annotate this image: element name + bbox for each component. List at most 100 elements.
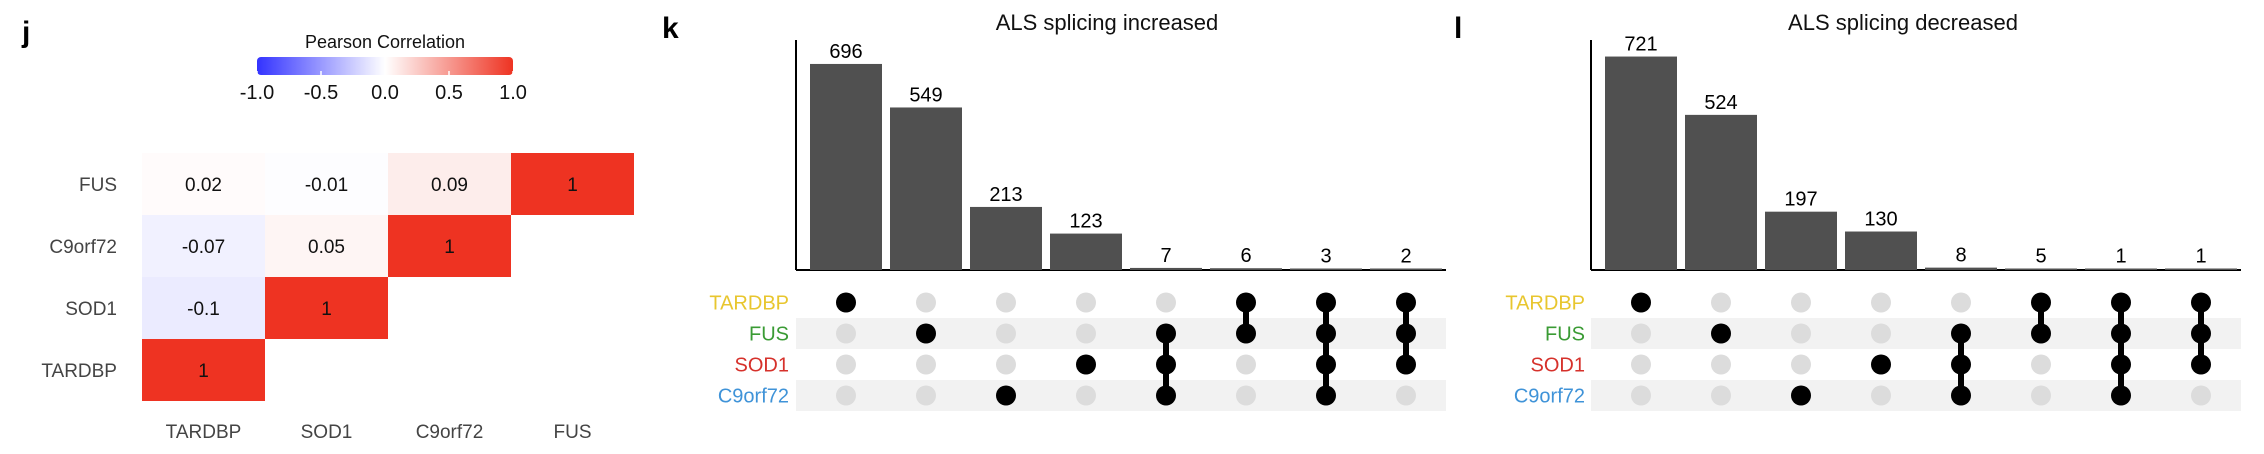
- matrix-dot-inactive: [836, 354, 856, 375]
- heatmap-cell-label: 1: [444, 237, 455, 258]
- intersection-bar: [1845, 231, 1917, 270]
- bar-value-label: 123: [1069, 211, 1102, 233]
- bar-value-label: 524: [1704, 92, 1737, 114]
- bar-value-label: 2: [1400, 246, 1411, 268]
- matrix-dot-inactive: [1076, 323, 1096, 344]
- intersection-bar: [1605, 56, 1677, 270]
- set-label: FUS: [749, 324, 789, 346]
- set-label: SOD1: [1531, 355, 1585, 377]
- matrix-dot-active: [2191, 323, 2211, 344]
- chart-title-l: ALS splicing decreased: [1788, 10, 2018, 35]
- heatmap-cell-label: -0.07: [182, 237, 225, 258]
- matrix-dot-active: [836, 292, 856, 313]
- set-label: FUS: [1545, 324, 1585, 346]
- matrix-row-band: [796, 318, 1446, 349]
- heatmap-row-label: C9orf72: [49, 237, 117, 258]
- matrix-dot-inactive: [2031, 385, 2051, 406]
- heatmap-cell: [265, 153, 388, 215]
- matrix-dot-inactive: [1631, 323, 1651, 344]
- matrix-dot-inactive: [1631, 385, 1651, 406]
- bar-value-label: 721: [1624, 34, 1657, 56]
- matrix-dot-active: [1791, 385, 1811, 406]
- matrix-dot-active: [2111, 323, 2131, 344]
- bar-value-label: 1: [2115, 246, 2126, 268]
- matrix-dot-inactive: [2191, 385, 2211, 406]
- matrix-dot-inactive: [836, 385, 856, 406]
- matrix-dot-active: [2111, 292, 2131, 313]
- matrix-dot-active: [1076, 354, 1096, 375]
- intersection-bar: [890, 107, 962, 270]
- matrix-dot-active: [1951, 385, 1971, 406]
- heatmap-cell: [142, 339, 265, 401]
- chart-title-k: ALS splicing increased: [996, 10, 1219, 35]
- matrix-row-band: [1591, 318, 2241, 349]
- matrix-dot-inactive: [916, 292, 936, 313]
- heatmap-cell-label: 0.09: [431, 175, 468, 196]
- heatmap-col-labels: TARDBP SOD1 C9orf72 FUS: [166, 422, 592, 443]
- matrix-dot-inactive: [996, 323, 1016, 344]
- bar-value-label: 130: [1864, 209, 1897, 231]
- heatmap-cell-label: 1: [567, 175, 578, 196]
- heatmap-cells: 1 -0.1 1 -0.07 0.05 1 0.02 -0.01 0.09 1: [142, 153, 634, 401]
- intersection-bar: [1210, 268, 1282, 270]
- bar-value-label: 213: [989, 184, 1022, 206]
- set-label: SOD1: [735, 355, 789, 377]
- panel-l-upset: l ALS splicing decreased TARDBP FUS SOD1 C9…: [1454, 10, 2241, 411]
- matrix-dot-inactive: [1156, 292, 1176, 313]
- matrix-dot-inactive: [1396, 385, 1416, 406]
- matrix-dot-inactive: [1711, 354, 1731, 375]
- heatmap-cell-label: 0.05: [308, 237, 345, 258]
- matrix-row-band: [796, 380, 1446, 411]
- heatmap-col-label: FUS: [554, 422, 592, 443]
- matrix-dot-inactive: [1236, 385, 1256, 406]
- matrix-dot-inactive: [996, 292, 1016, 313]
- heatmap-cell-label: -0.01: [305, 175, 348, 196]
- heatmap-cell: [511, 153, 634, 215]
- intersection-bar: [1925, 267, 1997, 270]
- heatmap-cell-label: 1: [321, 299, 332, 320]
- matrix-dot-inactive: [1236, 354, 1256, 375]
- bar-value-label: 7: [1160, 245, 1171, 267]
- heatmap-cell: [265, 215, 388, 277]
- legend-tick-label: 0.5: [435, 82, 463, 104]
- matrix-dot-inactive: [1076, 292, 1096, 313]
- matrix-dot-inactive: [1711, 385, 1731, 406]
- intersection-bar: [970, 206, 1042, 270]
- legend-tick-label: 0.0: [371, 82, 399, 104]
- heatmap-col-label: C9orf72: [416, 422, 484, 443]
- bar-value-label: 696: [829, 41, 862, 63]
- panel-j-heatmap: j Pearson Correlation -1.0 -0.5 0.0 0.5 1.0 …: [21, 16, 634, 443]
- matrix-dot-active: [2111, 354, 2131, 375]
- intersection-bar: [1050, 233, 1122, 270]
- heatmap-cell: [142, 215, 265, 277]
- heatmap-row-label: TARDBP: [41, 361, 117, 382]
- heatmap-cell: [142, 277, 265, 339]
- bar-value-label: 1: [2195, 246, 2206, 268]
- matrix-dot-inactive: [1791, 292, 1811, 313]
- bar-value-label: 5: [2035, 246, 2046, 268]
- matrix-dot-inactive: [1791, 354, 1811, 375]
- matrix-dot-active: [996, 385, 1016, 406]
- matrix-dot-active: [1236, 323, 1256, 344]
- matrix-dot-active: [1316, 385, 1336, 406]
- heatmap-row-label: FUS: [79, 175, 117, 196]
- matrix-dot-inactive: [1631, 354, 1651, 375]
- panel-letter-k: k: [662, 12, 679, 45]
- matrix-dot-inactive: [2031, 354, 2051, 375]
- heatmap-cell-label: 0.02: [185, 175, 222, 196]
- matrix-row-band: [1591, 380, 2241, 411]
- matrix-dot-inactive: [1791, 323, 1811, 344]
- intersection-bar: [1685, 114, 1757, 270]
- heatmap-col-label: TARDBP: [166, 422, 242, 443]
- intersection-bar: [810, 63, 882, 270]
- matrix-dot-active: [2031, 323, 2051, 344]
- matrix-dot-active: [1871, 354, 1891, 375]
- matrix-dot-inactive: [916, 385, 936, 406]
- matrix-dot-active: [1396, 354, 1416, 375]
- matrix-dot-inactive: [1871, 292, 1891, 313]
- intersection-bar: [2165, 268, 2237, 270]
- legend-title: Pearson Correlation: [305, 32, 465, 52]
- bar-value-label: 3: [1320, 246, 1331, 268]
- heatmap-row-labels: FUS C9orf72 SOD1 TARDBP: [41, 175, 117, 382]
